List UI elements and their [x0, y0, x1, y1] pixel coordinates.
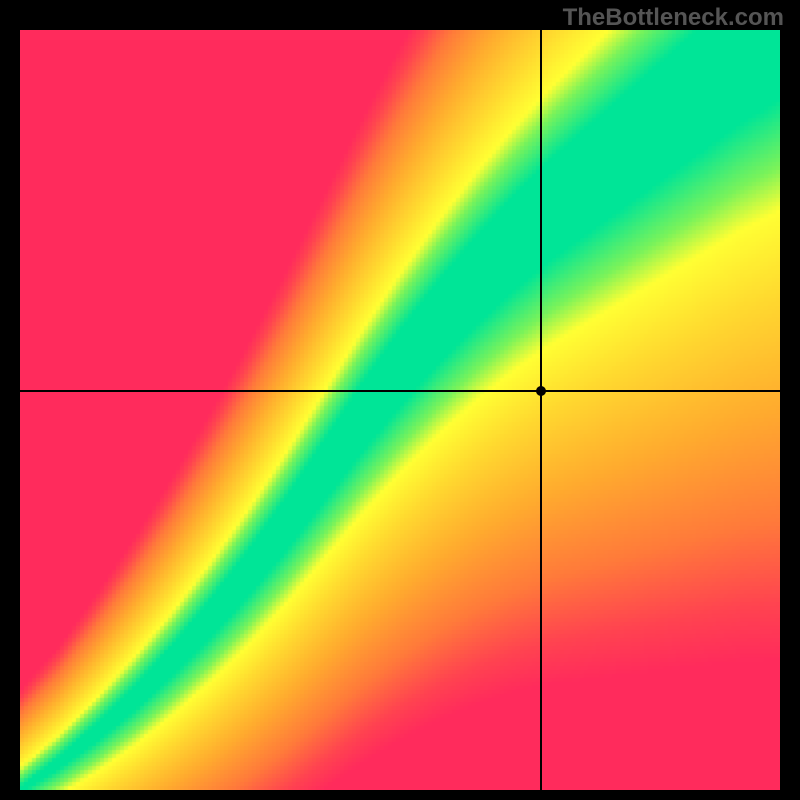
crosshair-vertical — [540, 30, 542, 790]
heatmap-plot — [20, 30, 780, 790]
watermark-text: TheBottleneck.com — [563, 4, 784, 32]
marker-dot — [536, 386, 546, 396]
heatmap-canvas — [20, 30, 780, 790]
chart-container: TheBottleneck.com — [0, 0, 800, 800]
crosshair-horizontal — [20, 390, 780, 392]
